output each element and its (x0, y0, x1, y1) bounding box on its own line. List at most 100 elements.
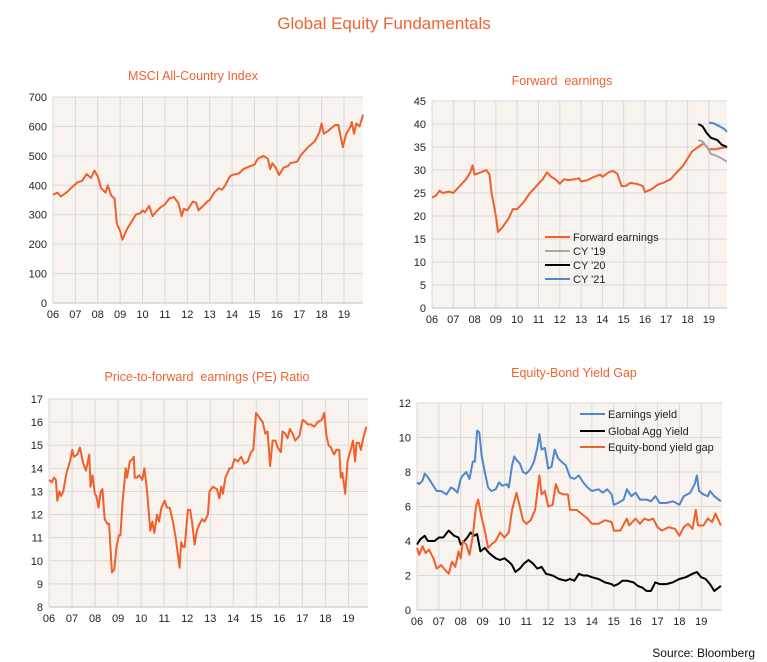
x-tick-label: 17 (660, 314, 672, 326)
forward-earnings-legend: Forward earnings CY '19 CY '20 CY '21 (545, 232, 659, 286)
y-tick-label: 4 (405, 536, 411, 548)
x-tick-label: 10 (135, 613, 147, 625)
x-tick-label: 10 (498, 616, 510, 628)
x-tick-label: 13 (575, 314, 587, 326)
x-tick-label: 18 (319, 613, 331, 625)
y-tick-label: 0 (41, 298, 47, 310)
yield-gap-legend: Earnings yield Global Agg Yield Equity-b… (580, 409, 714, 454)
legend-label-cy19: CY '19 (573, 246, 605, 258)
page-title: Global Equity Fundamentals (277, 14, 491, 33)
x-tick-label: 19 (342, 613, 354, 625)
x-tick-label: 17 (293, 309, 305, 321)
legend-label-earnings-yield: Earnings yield (608, 409, 677, 421)
x-tick-label: 14 (596, 314, 608, 326)
x-tick-label: 16 (271, 309, 283, 321)
y-tick-label: 600 (29, 121, 47, 133)
y-tick-label: 8 (37, 602, 43, 614)
x-tick-label: 15 (608, 616, 620, 628)
series-line-earnings-yield (416, 429, 722, 506)
y-tick-label: 0 (405, 605, 411, 617)
pe-ratio-chart: 8 9 10 11 12 13 14 15 16 17 06 07 08 09 10 11 12 13 14 15 16… (31, 394, 368, 625)
x-tick-label: 12 (554, 314, 566, 326)
x-tick-label: 13 (564, 616, 576, 628)
y-tick-label: 35 (414, 142, 426, 154)
x-tick-label: 16 (273, 613, 285, 625)
x-tick-label: 14 (586, 616, 598, 628)
y-tick-label: 20 (414, 211, 426, 223)
x-tick-label: 07 (66, 613, 78, 625)
y-tick-label: 9 (37, 579, 43, 591)
x-tick-label: 15 (248, 309, 260, 321)
legend-label-forward-earnings: Forward earnings (573, 232, 659, 244)
source-note: Source: Bloomberg (652, 646, 755, 660)
x-tick-label: 06 (43, 613, 55, 625)
y-tick-label: 25 (414, 188, 426, 200)
y-tick-label: 200 (29, 239, 47, 251)
series-line-equity-bond-yield-gap (416, 474, 722, 575)
x-tick-label: 19 (695, 616, 707, 628)
series-line-msci-all-country-index (52, 114, 364, 241)
x-tick-label: 11 (158, 613, 169, 625)
y-tick-label: 12 (399, 398, 411, 410)
x-tick-label: 12 (181, 613, 193, 625)
y-tick-label: 100 (29, 269, 47, 281)
x-tick-label: 19 (338, 309, 350, 321)
legend-label-global-agg-yield: Global Agg Yield (608, 426, 689, 438)
forward-earnings-chart: 0 5 10 15 20 25 30 35 40 45 06 07 08 09 10 11 12 13 14 15 16… (414, 96, 728, 326)
y-tick-label: 400 (29, 180, 47, 192)
y-tick-label: 16 (31, 417, 43, 429)
y-tick-label: 14 (31, 463, 43, 475)
x-tick-label: 07 (69, 309, 81, 321)
x-tick-label: 07 (433, 616, 445, 628)
x-tick-label: 08 (455, 616, 467, 628)
x-tick-label: 18 (315, 309, 327, 321)
y-tick-label: 0 (420, 303, 426, 315)
chart-title-yield-gap: Equity-Bond Yield Gap (511, 366, 637, 380)
y-tick-label: 40 (414, 119, 426, 131)
x-tick-label: 11 (159, 309, 170, 321)
y-tick-label: 12 (31, 510, 43, 522)
y-tick-label: 10 (399, 433, 411, 445)
chart-title-forward-earnings: Forward earnings (512, 74, 613, 88)
y-tick-label: 5 (420, 280, 426, 292)
chart-title-msci: MSCI All-Country Index (128, 69, 259, 83)
y-tick-label: 11 (32, 533, 43, 545)
plot-area (432, 101, 727, 308)
x-tick-label: 09 (490, 314, 502, 326)
x-tick-label: 15 (250, 613, 262, 625)
y-tick-label: 45 (414, 96, 426, 108)
x-tick-label: 17 (296, 613, 308, 625)
legend-label-yield-gap: Equity-bond yield gap (608, 442, 714, 454)
legend-label-cy21: CY '21 (573, 274, 605, 286)
series-line-pe-ratio (48, 411, 368, 574)
series-line-cy-21 (708, 121, 728, 133)
x-tick-label: 09 (112, 613, 124, 625)
x-tick-label: 16 (639, 314, 651, 326)
y-tick-label: 300 (29, 210, 47, 222)
x-tick-label: 09 (114, 309, 126, 321)
y-tick-label: 15 (31, 440, 43, 452)
y-tick-label: 6 (405, 502, 411, 514)
y-tick-label: 10 (31, 556, 43, 568)
x-tick-label: 06 (47, 309, 59, 321)
y-tick-label: 30 (414, 165, 426, 177)
x-tick-label: 15 (618, 314, 630, 326)
msci-index-chart: 0 100 200 300 400 500 600 700 06 07 08 09 10 11 12 13 14… (29, 92, 364, 321)
x-tick-label: 09 (476, 616, 488, 628)
x-tick-label: 18 (681, 314, 693, 326)
x-tick-label: 08 (89, 613, 101, 625)
x-tick-label: 14 (227, 613, 239, 625)
x-tick-label: 13 (204, 309, 216, 321)
y-tick-label: 10 (414, 257, 426, 269)
x-tick-label: 16 (630, 616, 642, 628)
series-line-cy-19 (697, 139, 728, 163)
x-tick-label: 08 (468, 314, 480, 326)
x-tick-label: 07 (447, 314, 459, 326)
chart-title-pe-ratio: Price-to-forward earnings (PE) Ratio (105, 370, 310, 384)
x-tick-label: 08 (92, 309, 104, 321)
y-tick-label: 500 (29, 151, 47, 163)
x-tick-label: 11 (533, 314, 544, 326)
series-line-forward-earnings (431, 142, 728, 234)
y-tick-label: 13 (31, 486, 43, 498)
